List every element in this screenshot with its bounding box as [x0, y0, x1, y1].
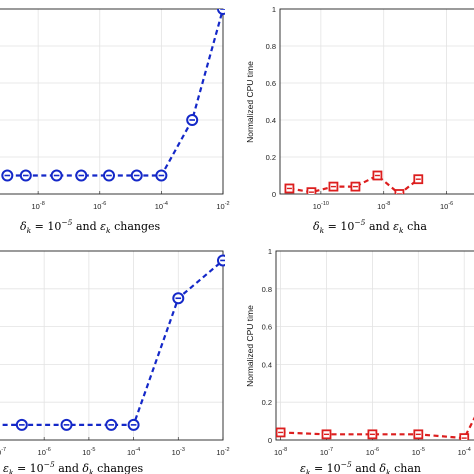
- y-tick-label: 0.8: [262, 285, 272, 294]
- x-tick-labels: 10-8 10-7 10-6 10-5 10-4: [274, 447, 471, 457]
- data-point: [459, 433, 470, 440]
- panel-bottom-right: 10-8 10-7 10-6 10-5 10-4 0 0.2 0.4 0.6 0.8 1 Norm…: [245, 247, 474, 474]
- x-tick-label: 10-8: [377, 201, 390, 211]
- x-tick-label: 10-5: [82, 447, 95, 457]
- x-tick-label: 10-6: [93, 201, 106, 211]
- x-tick-label: 10-6: [38, 447, 51, 457]
- x-tick-labels: 10-10 10-8 10-6: [313, 201, 453, 211]
- axes-frame: [0, 8, 224, 195]
- x-tick-label: 10-2: [216, 447, 229, 457]
- x-tick-labels: 10-8 10-6 10-4 10-2: [32, 201, 230, 211]
- grid-lines: [0, 250, 224, 441]
- y-tick-labels: 0 0.2 0.4 0.6 0.8 1: [266, 5, 276, 199]
- y-tick-label: 0.4: [262, 360, 272, 369]
- x-tick-label: 10-6: [440, 201, 453, 211]
- panel-caption: δk = 10−5 and εk cha: [313, 218, 427, 235]
- x-tick-label: 10-7: [0, 447, 6, 457]
- axes-frame: [275, 250, 474, 441]
- axes-frame: [279, 8, 474, 195]
- panel-caption: εk = 10−5 and δk changes: [3, 460, 144, 474]
- series-line: [0, 259, 224, 426]
- x-tick-labels: 10-7 10-6 10-5 10-4 10-3 10-2: [0, 447, 230, 457]
- y-tick-label: 0.8: [266, 42, 276, 51]
- plot-area: [1, 9, 225, 182]
- panel-bottom-left: 10-7 10-6 10-5 10-4 10-3 10-2 εk = 10−5 and δ…: [0, 250, 230, 474]
- x-tick-label: 10-4: [127, 447, 140, 457]
- y-tick-label: 0: [268, 436, 272, 445]
- y-tick-label: 0.4: [266, 116, 276, 125]
- x-tick-label: 10-4: [155, 201, 168, 211]
- y-tick-label: 1: [268, 247, 272, 256]
- x-tick-label: 10-6: [366, 447, 379, 457]
- y-tick-labels: 0 0.2 0.4 0.6 0.8 1: [262, 247, 272, 445]
- x-tick-label: 10-4: [458, 447, 471, 457]
- x-tick-label: 10-3: [172, 447, 185, 457]
- y-tick-label: 0.6: [262, 323, 272, 332]
- grid-lines: [275, 250, 474, 441]
- plot-area: [276, 416, 474, 440]
- data-point: [394, 189, 405, 194]
- plot-area: [284, 170, 424, 194]
- grid-lines: [0, 8, 224, 195]
- axes-frame: [0, 250, 224, 441]
- y-tick-label: 0.6: [266, 79, 276, 88]
- x-tick-label: 10-7: [320, 447, 333, 457]
- x-tick-label: 10-8: [32, 201, 45, 211]
- panel-caption: εk = 10−5 and δk chan: [300, 460, 421, 474]
- panel-top-right: 10-10 10-8 10-6 0 0.2 0.4 0.6 0.8 1 Normalized …: [245, 5, 474, 235]
- y-axis-label: Normalized CPU time: [245, 305, 255, 387]
- y-tick-label: 0.2: [266, 153, 276, 162]
- panel-top-left: 10-8 10-6 10-4 10-2 δk = 10−5 and εk change…: [0, 8, 230, 235]
- x-tick-label: 10-5: [412, 447, 425, 457]
- x-tick-label: 10-2: [216, 201, 229, 211]
- data-point: [217, 9, 225, 15]
- series-line: [280, 416, 474, 440]
- y-tick-label: 0.2: [262, 398, 272, 407]
- y-tick-label: 1: [272, 5, 276, 14]
- y-tick-label: 0: [272, 190, 276, 199]
- panel-caption: δk = 10−5 and εk changes: [20, 218, 161, 235]
- y-axis-label: Normalized CPU time: [245, 61, 255, 143]
- data-point: [306, 187, 317, 194]
- grid-lines: [279, 8, 474, 195]
- x-tick-label: 10-8: [274, 447, 287, 457]
- series-line: [7, 9, 225, 177]
- x-tick-label: 10-10: [313, 201, 329, 211]
- plot-area: [0, 254, 225, 431]
